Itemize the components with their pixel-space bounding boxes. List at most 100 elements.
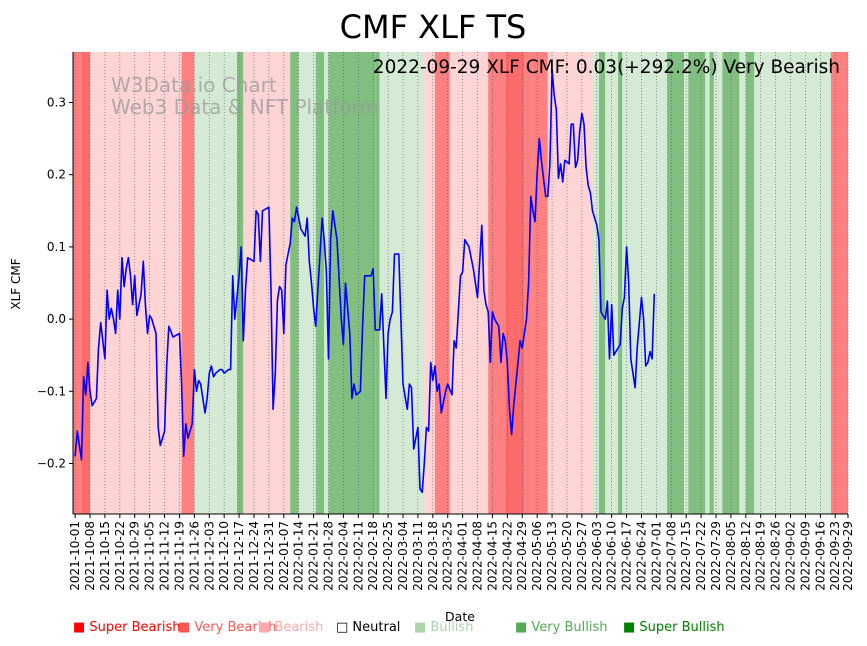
x-tick-label-6: 2021-11-12	[158, 521, 172, 591]
regime-band-31	[705, 52, 710, 514]
x-tick-label-22: 2022-03-04	[396, 521, 410, 591]
y-axis-label: XLF CMF	[9, 258, 23, 309]
legend-label: Super Bullish	[639, 620, 725, 635]
watermark-line-1: W3Data.io Chart	[111, 73, 277, 97]
regime-band-3	[181, 52, 195, 514]
regime-band-15	[424, 52, 435, 514]
x-tick-label-1: 2021-10-08	[83, 521, 97, 591]
x-tick-label-50: 2022-09-16	[813, 521, 827, 591]
x-tick-label-44: 2022-08-05	[724, 521, 738, 591]
regime-band-27	[622, 52, 668, 514]
x-tick-label-10: 2021-12-10	[217, 521, 231, 591]
x-tick-label-29: 2022-04-22	[500, 521, 514, 591]
regime-band-26	[618, 52, 623, 514]
watermark-line-2: Web3 Data & NFT Platform	[111, 95, 379, 119]
x-tick-label-0: 2021-10-01	[68, 521, 82, 591]
regime-band-6	[243, 52, 291, 514]
legend-swatch: ■	[623, 620, 640, 635]
x-tick-label-32: 2022-05-13	[545, 521, 559, 591]
x-tick-label-51: 2022-09-23	[828, 521, 842, 591]
legend-swatch: ■	[258, 620, 275, 635]
x-tick-label-27: 2022-04-08	[471, 521, 485, 591]
regime-band-37	[754, 52, 831, 514]
x-tick-label-18: 2022-02-04	[336, 521, 350, 591]
chart-title: CMF XLF TS	[340, 8, 527, 46]
y-tick-label-1: −0.1	[37, 384, 66, 398]
legend-swatch: ■	[73, 620, 90, 635]
x-tick-label-48: 2022-09-02	[784, 521, 798, 591]
x-tick-label-40: 2022-07-08	[664, 521, 678, 591]
x-tick-label-21: 2022-02-25	[381, 521, 395, 591]
x-tick-label-12: 2021-12-24	[247, 521, 261, 591]
regime-band-14	[379, 52, 425, 514]
regime-band-7	[290, 52, 299, 514]
x-tick-label-36: 2022-06-10	[605, 521, 619, 591]
regime-band-17	[449, 52, 489, 514]
x-tick-label-19: 2022-02-11	[351, 521, 365, 591]
legend-swatch: □	[336, 620, 353, 635]
x-tick-label-13: 2021-12-31	[262, 521, 276, 591]
x-tick-label-46: 2022-08-19	[754, 521, 768, 591]
x-tick-label-8: 2021-11-26	[187, 521, 201, 591]
x-tick-label-11: 2021-12-17	[232, 521, 246, 591]
legend-item-very-bullish: ■ Very Bullish	[515, 620, 607, 635]
legend-label: Very Bullish	[531, 620, 608, 635]
x-tick-label-26: 2022-04-01	[456, 521, 470, 591]
x-tick-label-28: 2022-04-15	[485, 521, 499, 591]
regime-band-13	[375, 52, 380, 514]
x-tick-label-3: 2021-10-22	[113, 521, 127, 591]
legend-item-super-bullish: ■ Super Bullish	[623, 620, 725, 635]
cmf-line-0	[74, 69, 656, 494]
legend-item-neutral: □ Neutral	[336, 620, 400, 635]
legend-swatch: ■	[178, 620, 195, 635]
axes	[72, 52, 848, 515]
regime-band-32	[709, 52, 714, 514]
x-tick-label-4: 2021-10-29	[128, 521, 142, 591]
x-tick-label-14: 2022-01-07	[277, 521, 291, 591]
x-tick-label-45: 2022-08-12	[739, 521, 753, 591]
legend-label: Bearish	[274, 620, 324, 635]
regime-band-23	[592, 52, 599, 514]
watermark: W3Data.io Chart Web3 Data & NFT Platform	[111, 73, 379, 119]
legend-item-super-bearish: ■ Super Bearish	[73, 620, 181, 635]
y-tick-label-5: 0.3	[47, 96, 66, 110]
x-tick-label-9: 2021-12-03	[202, 521, 216, 591]
y-tick-label-4: 0.2	[47, 168, 66, 182]
regime-band-28	[667, 52, 685, 514]
y-axis-ticks: −0.2 −0.1 0.0 0.1 0.2 0.3	[37, 96, 73, 470]
regime-band-22	[547, 52, 593, 514]
regime-band-4	[194, 52, 237, 514]
x-tick-label-41: 2022-07-15	[679, 521, 693, 591]
x-tick-label-35: 2022-06-03	[590, 521, 604, 591]
regime-bands	[73, 52, 848, 514]
y-tick-label-0: −0.2	[37, 456, 66, 470]
regime-band-1	[81, 52, 91, 514]
regime-band-9	[315, 52, 325, 514]
regime-band-30	[688, 52, 706, 514]
regime-band-19	[505, 52, 525, 514]
x-tick-label-25: 2022-03-25	[441, 521, 455, 591]
legend-label: Very Bearish	[194, 620, 277, 635]
regime-band-12	[362, 52, 376, 514]
y-tick-label-2: 0.0	[47, 312, 66, 326]
x-tick-label-34: 2022-05-27	[575, 521, 589, 591]
legend-item-bearish: ■ Bearish	[258, 620, 323, 635]
legend-item-very-bearish: ■ Very Bearish	[178, 620, 276, 635]
legend-label: Bullish	[430, 620, 474, 635]
regime-band-36	[745, 52, 755, 514]
vertical-gridlines	[74, 52, 849, 514]
regime-band-0	[73, 52, 82, 514]
regime-band-18	[488, 52, 506, 514]
x-tick-label-49: 2022-09-09	[798, 521, 812, 591]
x-tick-label-7: 2021-11-19	[172, 521, 186, 591]
chart-subtitle: 2022-09-29 XLF CMF: 0.03(+292.2%) Very B…	[373, 57, 840, 78]
y-tick-label-3: 0.1	[47, 240, 66, 254]
x-tick-label-42: 2022-07-22	[694, 521, 708, 591]
x-tick-label-33: 2022-05-20	[560, 521, 574, 591]
legend-swatch: ■	[414, 620, 431, 635]
regime-band-33	[713, 52, 723, 514]
x-tick-label-31: 2022-05-06	[530, 521, 544, 591]
x-tick-label-37: 2022-06-17	[620, 521, 634, 591]
x-tick-label-47: 2022-08-26	[769, 521, 783, 591]
